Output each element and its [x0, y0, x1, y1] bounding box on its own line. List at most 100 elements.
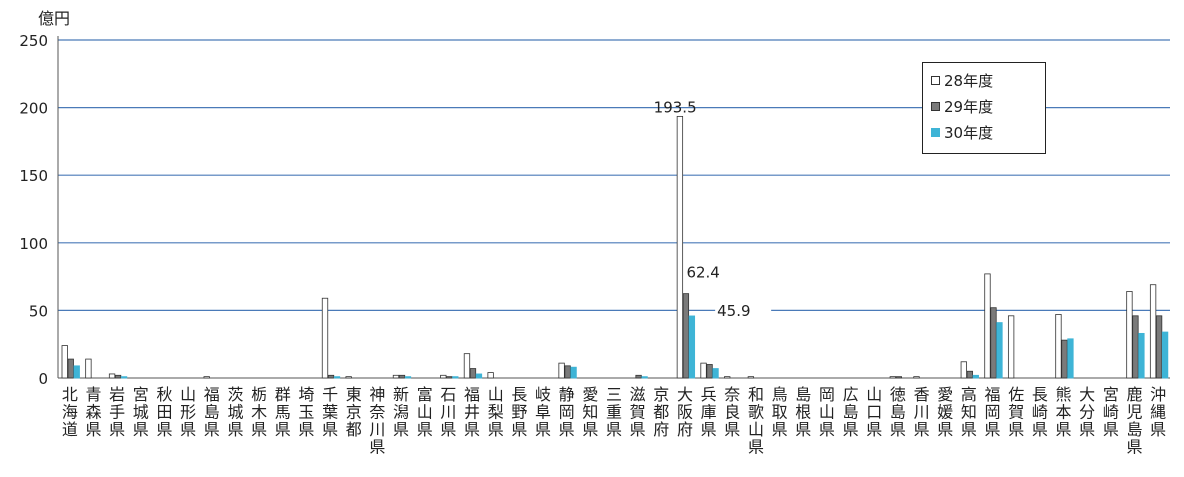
x-tick-label-長野県-1: 野 — [511, 403, 527, 422]
x-tick-label-岡山県-0: 岡 — [819, 385, 835, 404]
x-tick-label-京都府-2: 府 — [653, 420, 669, 439]
data-label-30年度-大阪府: 45.9 — [717, 302, 750, 320]
bar-28年度-沖縄県 — [1149, 284, 1157, 379]
x-tick-label-徳島県-0: 徳 — [890, 385, 906, 404]
x-tick-label-鹿児島県-3: 県 — [1127, 438, 1143, 457]
x-tick-label-京都府-1: 都 — [653, 403, 669, 422]
x-tick-label-高知県-0: 高 — [961, 385, 977, 404]
x-tick-label-大分県-2: 県 — [1079, 420, 1095, 439]
x-tick-label-埼玉県-0: 埼 — [298, 385, 314, 404]
x-tick-label-長野県-0: 長 — [511, 385, 527, 404]
bar-28年度-福井県 — [463, 353, 471, 379]
x-tick-label-鳥取県-2: 県 — [772, 420, 788, 439]
x-tick-label-宮崎県-2: 県 — [1103, 420, 1119, 439]
legend-swatch-30 — [931, 127, 940, 137]
x-tick-label-徳島県-1: 島 — [890, 403, 906, 422]
x-tick-label-大分県-1: 分 — [1079, 403, 1095, 422]
x-tick-label-長野県-2: 県 — [511, 420, 527, 439]
x-tick-label-福岡県-1: 岡 — [985, 403, 1001, 422]
x-tick-label-山口県-2: 県 — [866, 420, 882, 439]
x-tick-label-宮城県-1: 城 — [133, 403, 149, 422]
x-tick-label-鳥取県-1: 取 — [772, 403, 788, 422]
x-tick-label-岩手県-2: 県 — [109, 420, 125, 439]
x-tick-label-秋田県-1: 田 — [156, 403, 172, 422]
bar-29年度-徳島県 — [895, 376, 902, 379]
x-tick-label-山形県-1: 形 — [180, 403, 196, 422]
x-tick-label-新潟県-1: 潟 — [393, 403, 409, 422]
bar-28年度-石川県 — [440, 374, 447, 379]
bar-30年度-高知県 — [972, 374, 979, 379]
x-tick-label-富山県-0: 富 — [417, 385, 433, 404]
y-tick-label-50: 50 — [29, 302, 48, 320]
bar-29年度-福岡県 — [990, 307, 997, 379]
x-tick-label-富山県-1: 山 — [417, 403, 433, 422]
bar-28年度-高知県 — [960, 361, 967, 379]
bar-29年度-高知県 — [966, 370, 973, 379]
x-tick-label-広島県-2: 県 — [843, 420, 859, 439]
x-tick-label-秋田県-0: 秋 — [156, 385, 172, 404]
data-label-bg-30年度 — [715, 301, 772, 320]
x-tick-label-栃木県-1: 木 — [251, 403, 267, 422]
bar-28年度-岩手県 — [108, 373, 116, 379]
bar-28年度-山梨県 — [487, 372, 494, 379]
x-tick-label-大阪府-0: 大 — [677, 385, 693, 404]
x-tick-label-香川県-0: 香 — [914, 385, 930, 404]
x-tick-label-北海道-0: 北 — [62, 385, 78, 404]
bar-28年度-徳島県 — [889, 376, 896, 379]
x-tick-label-山形県-0: 山 — [180, 385, 196, 404]
x-tick-label-大分県-0: 大 — [1079, 385, 1095, 404]
x-tick-label-鹿児島県-0: 鹿 — [1127, 385, 1143, 404]
x-tick-label-山梨県-2: 県 — [488, 420, 504, 439]
x-tick-label-茨城県-2: 県 — [227, 420, 243, 439]
y-tick-label-250: 250 — [19, 32, 48, 50]
y-axis-unit-label: 億円 — [38, 9, 71, 28]
x-tick-label-熊本県-2: 県 — [1056, 420, 1072, 439]
x-tick-label-群馬県-0: 群 — [275, 385, 291, 404]
x-tick-label-兵庫県-2: 県 — [701, 420, 717, 439]
x-tick-label-和歌山県-1: 歌 — [748, 403, 764, 422]
x-tick-label-滋賀県-0: 滋 — [630, 385, 646, 404]
x-tick-label-滋賀県-1: 賀 — [630, 403, 646, 422]
x-tick-label-三重県-0: 三 — [606, 385, 622, 404]
bar-30年度-岩手県 — [120, 376, 128, 379]
x-tick-label-兵庫県-1: 庫 — [701, 403, 717, 422]
x-tick-label-山梨県-0: 山 — [488, 385, 504, 404]
bar-28年度-東京都 — [345, 376, 352, 379]
x-tick-label-富山県-2: 県 — [417, 420, 433, 439]
x-tick-label-石川県-0: 石 — [440, 385, 456, 404]
x-tick-label-千葉県-0: 千 — [322, 385, 338, 404]
x-tick-label-千葉県-2: 県 — [322, 420, 338, 439]
x-tick-label-山口県-0: 山 — [866, 385, 882, 404]
x-tick-label-徳島県-2: 県 — [890, 420, 906, 439]
x-tick-label-岐阜県-2: 県 — [535, 420, 551, 439]
x-tick-label-静岡県-1: 岡 — [559, 403, 575, 422]
x-tick-label-山形県-2: 県 — [180, 420, 196, 439]
bar-28年度-奈良県 — [724, 376, 731, 379]
data-label-28年度-大阪府: 193.5 — [654, 98, 697, 116]
x-tick-label-福井県-2: 県 — [464, 420, 480, 439]
bar-29年度-岩手県 — [114, 374, 122, 379]
bar-29年度-静岡県 — [564, 365, 571, 379]
x-tick-label-山梨県-1: 梨 — [488, 403, 504, 422]
x-tick-label-奈良県-2: 県 — [724, 420, 740, 439]
x-tick-label-福島県-2: 県 — [204, 420, 220, 439]
x-tick-label-鳥取県-0: 鳥 — [772, 385, 788, 404]
x-tick-label-神奈川県-0: 神 — [369, 385, 385, 404]
x-tick-label-熊本県-1: 本 — [1056, 403, 1072, 422]
x-tick-label-青森県-2: 県 — [85, 420, 101, 439]
x-tick-label-東京都-2: 都 — [346, 420, 362, 439]
x-tick-label-埼玉県-2: 県 — [298, 420, 314, 439]
x-tick-label-岩手県-0: 岩 — [109, 385, 125, 404]
x-tick-label-沖縄県-0: 沖 — [1150, 385, 1166, 404]
bar-29年度-滋賀県 — [635, 374, 642, 379]
bar-28年度-佐賀県 — [1007, 315, 1015, 379]
x-tick-label-長崎県-0: 長 — [1032, 385, 1048, 404]
bar-30年度-鹿児島県 — [1138, 332, 1145, 379]
x-tick-label-奈良県-1: 良 — [724, 403, 740, 422]
x-tick-label-佐賀県-2: 県 — [1008, 420, 1024, 439]
x-tick-label-千葉県-1: 葉 — [322, 403, 338, 422]
bar-30年度-千葉県 — [333, 376, 341, 379]
x-tick-label-静岡県-0: 静 — [559, 385, 575, 404]
bar-28年度-和歌山県 — [747, 376, 755, 379]
bar-30年度-滋賀県 — [641, 376, 648, 379]
